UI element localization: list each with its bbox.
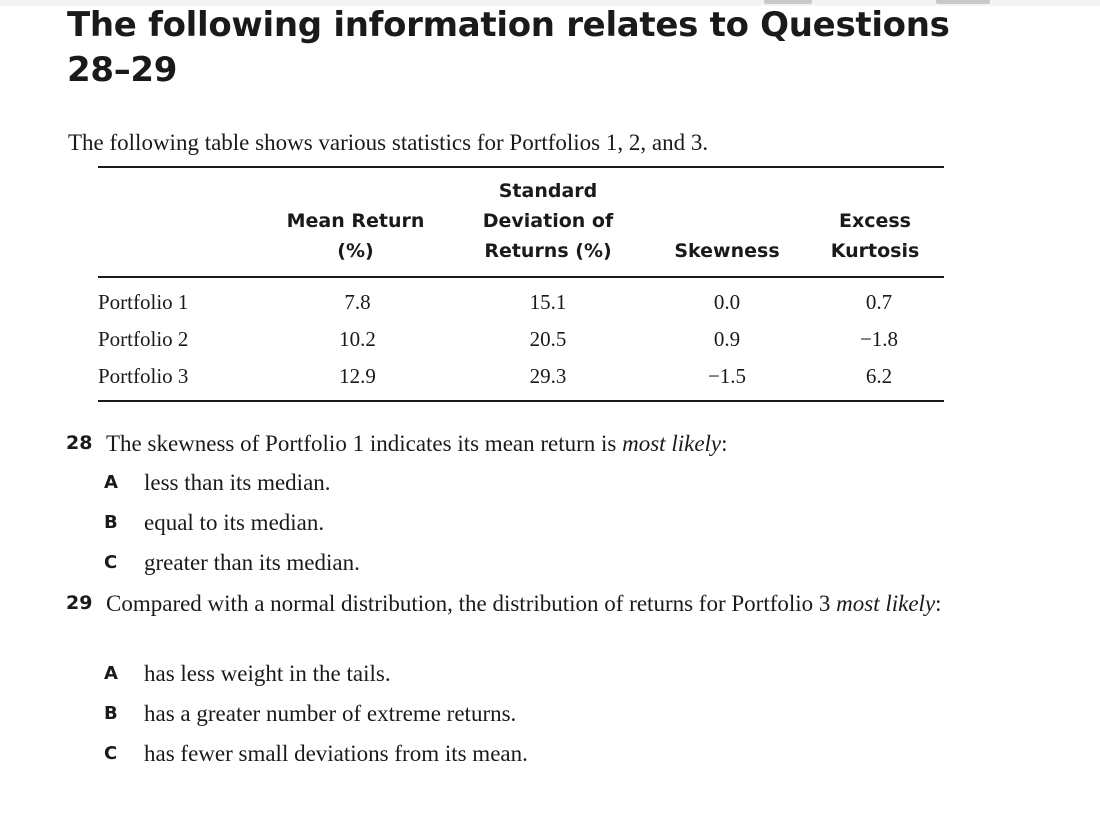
top-strip xyxy=(0,0,1100,6)
table-row: Portfolio 2 10.2 20.5 0.9 −1.8 xyxy=(98,321,944,358)
option-letter: C xyxy=(104,743,118,764)
table-header-row: Mean Return (%) Standard Deviation of Re… xyxy=(98,167,944,278)
option-text: equal to its median. xyxy=(144,510,325,535)
question-emphasis: most likely xyxy=(622,431,722,456)
question-29: 29 Compared with a normal distribution, … xyxy=(66,588,986,619)
option-text: has fewer small deviations from its mean… xyxy=(144,741,528,766)
question-number: 29 xyxy=(66,592,93,614)
option-letter: A xyxy=(104,472,118,493)
statistics-table: Mean Return (%) Standard Deviation of Re… xyxy=(98,166,944,402)
table-cell: 7.8 xyxy=(344,290,371,314)
question-text-part: : xyxy=(721,431,728,456)
header-line: (%) xyxy=(337,240,374,262)
question-text: Compared with a normal distribution, the… xyxy=(106,588,986,619)
top-tab-handle xyxy=(764,0,812,4)
table-cell: −1.5 xyxy=(707,364,747,388)
question-text-part: Compared with a normal distribution, the… xyxy=(106,591,837,616)
table-cell: 10.2 xyxy=(339,327,376,351)
option-text: greater than its median. xyxy=(144,550,360,575)
question-emphasis: most likely xyxy=(836,591,936,616)
header-cell xyxy=(98,167,263,278)
header-cell: Standard Deviation of Returns (%) xyxy=(448,167,648,278)
header-line: Deviation of xyxy=(482,210,614,232)
header-cell: Mean Return (%) xyxy=(263,167,448,278)
table-cell: 0.7 xyxy=(865,290,893,314)
page-title-line: 28–29 xyxy=(67,50,178,90)
row-label: Portfolio 3 xyxy=(98,364,189,388)
table-cell: 0.0 xyxy=(713,290,741,314)
header-line: Mean Return xyxy=(286,210,425,232)
table-cell: 20.5 xyxy=(529,327,567,351)
header-line: Kurtosis xyxy=(830,240,920,262)
header-cell: Skewness xyxy=(648,167,806,278)
question-text: The skewness of Portfolio 1 indicates it… xyxy=(106,428,986,459)
table-cell: 15.1 xyxy=(529,290,567,314)
question-number: 28 xyxy=(66,432,93,454)
option-text: has less weight in the tails. xyxy=(144,661,391,686)
option-text: has a greater number of extreme returns. xyxy=(144,701,517,726)
page-title: The following information relates to Que… xyxy=(67,0,1047,93)
option-letter: B xyxy=(104,703,118,724)
header-line: Standard xyxy=(498,180,598,202)
option-text: less than its median. xyxy=(144,470,331,495)
header-line: Skewness xyxy=(674,240,780,262)
page-title-line: The following information relates to Que… xyxy=(67,5,950,45)
top-tab-handle xyxy=(936,0,990,4)
table-cell: 12.9 xyxy=(339,364,376,388)
question-28: 28 The skewness of Portfolio 1 indicates… xyxy=(66,428,986,459)
header-line: Returns (%) xyxy=(484,240,612,262)
table-cell: 0.9 xyxy=(713,327,741,351)
option-letter: A xyxy=(104,663,118,684)
row-label: Portfolio 1 xyxy=(98,290,189,314)
header-line: Excess xyxy=(838,210,911,232)
option-letter: B xyxy=(104,512,118,533)
table-cell: 6.2 xyxy=(865,364,893,388)
intro-text: The following table shows various statis… xyxy=(68,130,709,155)
table-cell: 29.3 xyxy=(529,364,567,388)
table-row: Portfolio 3 12.9 29.3 −1.5 6.2 xyxy=(98,358,944,401)
row-label: Portfolio 2 xyxy=(98,327,189,351)
option-letter: C xyxy=(104,552,118,573)
table-row: Portfolio 1 7.8 15.1 0.0 0.7 xyxy=(98,277,944,321)
table-cell: −1.8 xyxy=(859,327,899,351)
question-text-part: : xyxy=(935,591,942,616)
question-text-part: The skewness of Portfolio 1 indicates it… xyxy=(106,431,623,456)
header-cell: Excess Kurtosis xyxy=(806,167,944,278)
